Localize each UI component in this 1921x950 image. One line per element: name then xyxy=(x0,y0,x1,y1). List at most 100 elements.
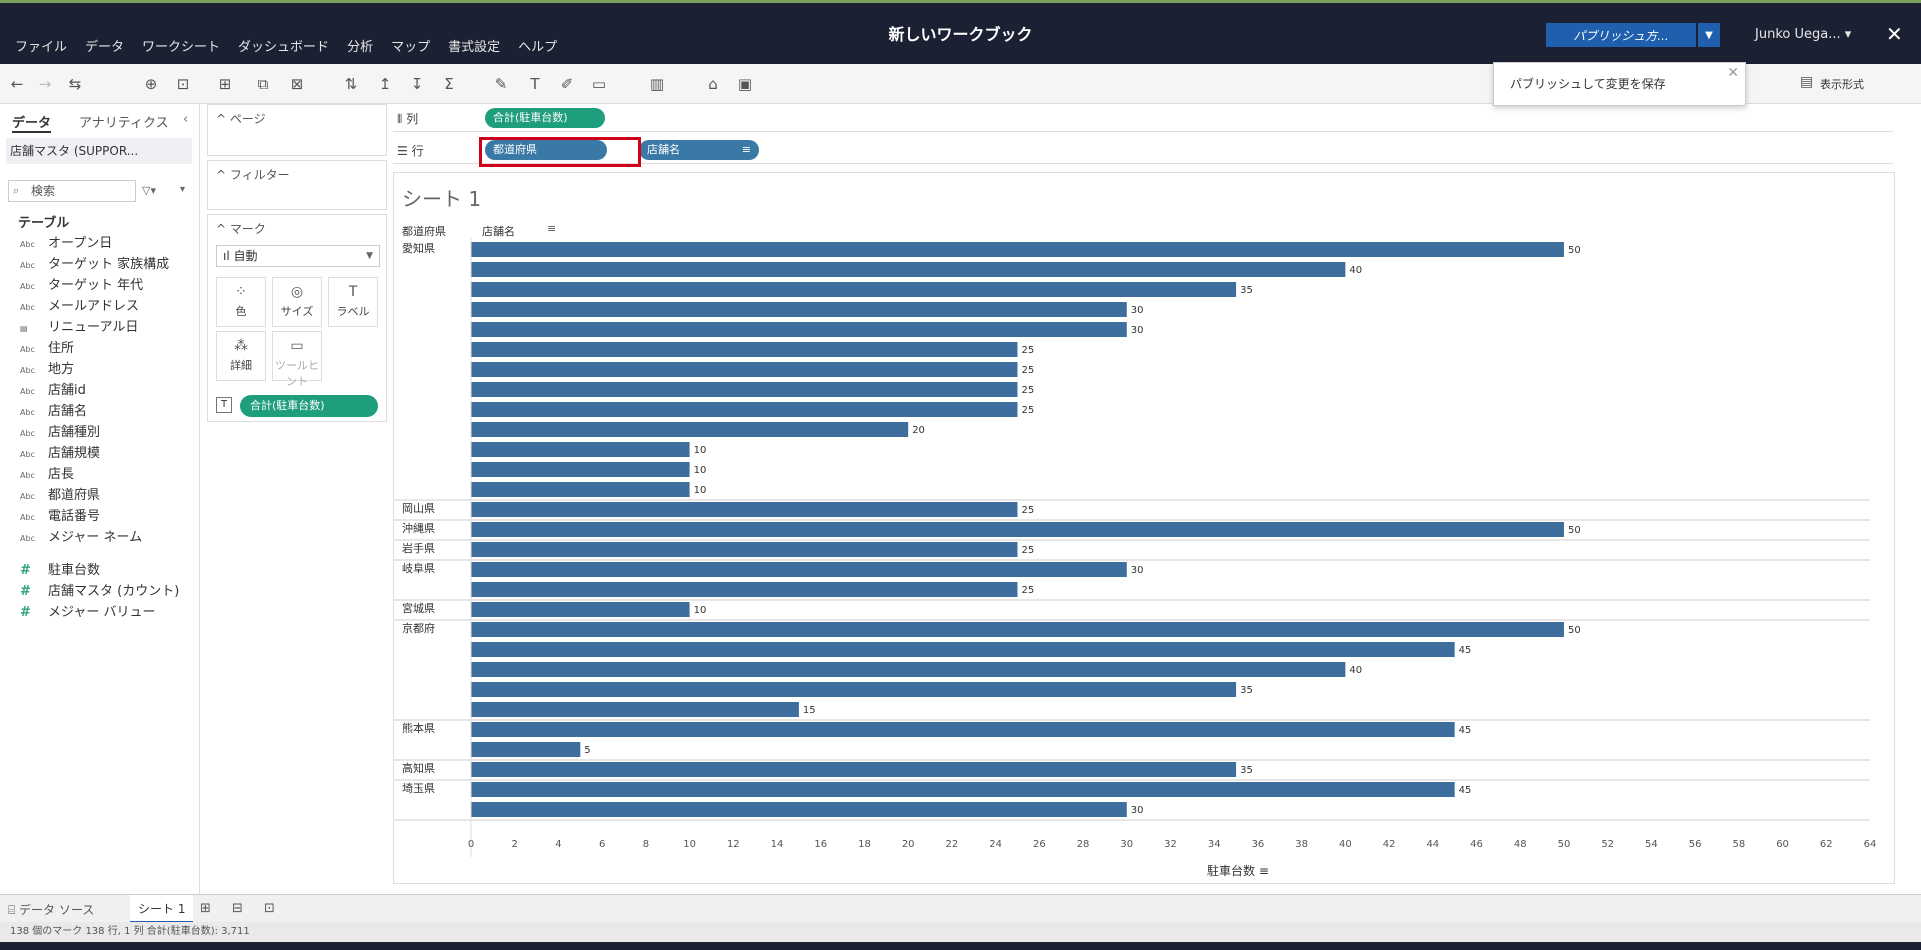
bar[interactable] xyxy=(471,782,1455,797)
collapse-pane-icon[interactable]: ‹ xyxy=(183,112,189,127)
show-me-icon[interactable]: ▤ xyxy=(1800,74,1814,90)
dimension-field[interactable]: Abc メジャー ネーム xyxy=(20,528,142,548)
measure-field[interactable]: # 駐車台数 xyxy=(20,561,100,581)
menu-analysis[interactable]: 分析 xyxy=(347,40,374,55)
rows-pill-store[interactable]: 店舗名 ≡ xyxy=(639,140,759,160)
clear-sheet-icon[interactable]: ⊠ xyxy=(290,75,304,93)
measure-field[interactable]: # 店舗マスタ (カウント) xyxy=(20,582,179,602)
dimension-field[interactable]: Abc 電話番号 xyxy=(20,507,100,527)
bar[interactable] xyxy=(471,302,1127,317)
bar[interactable] xyxy=(471,482,690,497)
columns-measure-pill[interactable]: 合計(駐車台数) xyxy=(485,108,605,128)
labels-icon[interactable]: T xyxy=(530,75,540,93)
rows-shelf[interactable]: ☰ 行 都道府県 店舗名 ≡ xyxy=(393,136,1893,164)
bar[interactable] xyxy=(471,342,1018,357)
sort-icon[interactable]: ≡ xyxy=(547,222,557,235)
sort-asc-icon[interactable]: ↥ xyxy=(378,75,392,93)
bar[interactable] xyxy=(471,522,1564,537)
pages-card[interactable]: ^ ページ xyxy=(207,104,387,156)
dimension-field[interactable]: Abc ターゲット 家族構成 xyxy=(20,255,169,275)
bar[interactable] xyxy=(471,582,1018,597)
dimension-field[interactable]: Abc 店舗種別 xyxy=(20,423,100,443)
bar[interactable] xyxy=(471,562,1127,577)
menu-file[interactable]: ファイル xyxy=(15,40,68,55)
dimension-field[interactable]: Abc 店舗id xyxy=(20,381,86,401)
marks-measure-pill[interactable]: 合計(駐車台数) xyxy=(240,395,378,417)
new-worksheet-icon[interactable]: ⊞ xyxy=(200,901,211,916)
bar[interactable] xyxy=(471,422,909,437)
menu-data[interactable]: データ xyxy=(85,40,125,55)
tooltip-button[interactable]: ▭ ツールヒント xyxy=(272,331,322,388)
presentation-icon[interactable]: ▣ xyxy=(737,75,753,93)
menu-map[interactable]: マップ xyxy=(391,40,431,55)
search-input[interactable]: 検索 xyxy=(8,180,136,202)
size-button[interactable]: ◎ サイズ xyxy=(272,277,322,327)
mark-type-select[interactable]: ıl 自動 ▼ xyxy=(216,245,380,267)
tab-datasource[interactable]: ⌸ データ ソース xyxy=(8,901,94,918)
dimension-field[interactable]: Abc オープン日 xyxy=(20,234,112,254)
redo-icon[interactable]: → xyxy=(38,75,52,93)
bar[interactable] xyxy=(471,722,1455,737)
dimension-field[interactable]: ▤ リニューアル日 xyxy=(20,318,138,338)
highlight-icon[interactable]: ✎ xyxy=(494,75,508,93)
dimension-field[interactable]: Abc 都道府県 xyxy=(20,486,100,506)
menu-worksheet[interactable]: ワークシート xyxy=(142,40,221,55)
close-icon[interactable]: ✕ xyxy=(1727,65,1739,81)
fix-axes-icon[interactable]: ▥ xyxy=(649,75,665,93)
filters-card[interactable]: ^ フィルター xyxy=(207,160,387,210)
menu-dashboard[interactable]: ダッシュボード xyxy=(238,40,330,55)
detail-button[interactable]: ⁂ 詳細 xyxy=(216,331,266,381)
header-store[interactable]: 店舗名 xyxy=(482,225,515,238)
bar[interactable] xyxy=(471,282,1237,297)
totals-icon[interactable]: Σ xyxy=(444,75,454,93)
bar[interactable] xyxy=(471,262,1346,277)
publish-button[interactable]: パブリッシュ方... xyxy=(1546,23,1696,47)
publish-dropdown-icon[interactable]: ▼ xyxy=(1698,23,1720,47)
tooltip-toggle-icon[interactable]: ⌂ xyxy=(708,75,718,93)
format-icon[interactable]: ✐ xyxy=(560,75,574,93)
bar[interactable] xyxy=(471,702,799,717)
bar[interactable] xyxy=(471,462,690,477)
chevron-down-icon[interactable]: ▾ xyxy=(180,184,186,195)
dimension-field[interactable]: Abc 住所 xyxy=(20,339,74,359)
bar[interactable] xyxy=(471,622,1564,637)
tab-data[interactable]: データ xyxy=(12,112,52,133)
bar[interactable] xyxy=(471,502,1018,517)
bar[interactable] xyxy=(471,442,690,457)
swap-icon[interactable]: ⇅ xyxy=(344,75,358,93)
dimension-field[interactable]: Abc 店舗規模 xyxy=(20,444,100,464)
tab-sheet-1[interactable]: シート 1 xyxy=(130,895,194,923)
dimension-field[interactable]: Abc 店長 xyxy=(20,465,74,485)
show-me-button[interactable]: 表示形式 xyxy=(1820,78,1864,91)
dimension-field[interactable]: Abc 地方 xyxy=(20,360,74,380)
sort-desc-icon[interactable]: ↧ xyxy=(410,75,424,93)
new-story-icon[interactable]: ⊡ xyxy=(264,901,275,916)
filter-fields-icon[interactable]: ▽▾ xyxy=(142,184,156,197)
x-axis-title[interactable]: 駐車台数 ≡ xyxy=(1207,862,1269,879)
new-worksheet-icon[interactable]: ⊞ xyxy=(218,75,232,93)
bar[interactable] xyxy=(471,402,1018,417)
dimension-field[interactable]: Abc メールアドレス xyxy=(20,297,139,317)
bar[interactable] xyxy=(471,382,1018,397)
pause-updates-icon[interactable]: ⊡ xyxy=(176,75,190,93)
columns-shelf[interactable]: ⦀ 列 合計(駐車台数) xyxy=(393,104,1893,132)
bar[interactable] xyxy=(471,742,581,757)
dimension-field[interactable]: Abc ターゲット 年代 xyxy=(20,276,143,296)
tab-analytics[interactable]: アナリティクス xyxy=(79,116,169,131)
menu-format[interactable]: 書式設定 xyxy=(448,40,501,55)
label-button[interactable]: T ラベル xyxy=(328,277,378,327)
bar[interactable] xyxy=(471,662,1346,677)
rows-pill-prefecture[interactable]: 都道府県 xyxy=(485,140,607,160)
bar[interactable] xyxy=(471,362,1018,377)
bar[interactable] xyxy=(471,322,1127,337)
bar[interactable] xyxy=(471,542,1018,557)
bar[interactable] xyxy=(471,802,1127,817)
color-button[interactable]: ⁘ 色 xyxy=(216,277,266,327)
replace-data-icon[interactable]: ⇆ xyxy=(68,75,82,93)
close-icon[interactable]: ✕ xyxy=(1886,22,1903,46)
new-datasource-icon[interactable]: ⊕ xyxy=(144,75,158,93)
measure-field[interactable]: # メジャー バリュー xyxy=(20,603,155,623)
new-dashboard-icon[interactable]: ⊟ xyxy=(232,901,243,916)
user-menu[interactable]: Junko Uega... ▾ xyxy=(1755,27,1852,42)
menu-help[interactable]: ヘルプ xyxy=(518,40,558,55)
